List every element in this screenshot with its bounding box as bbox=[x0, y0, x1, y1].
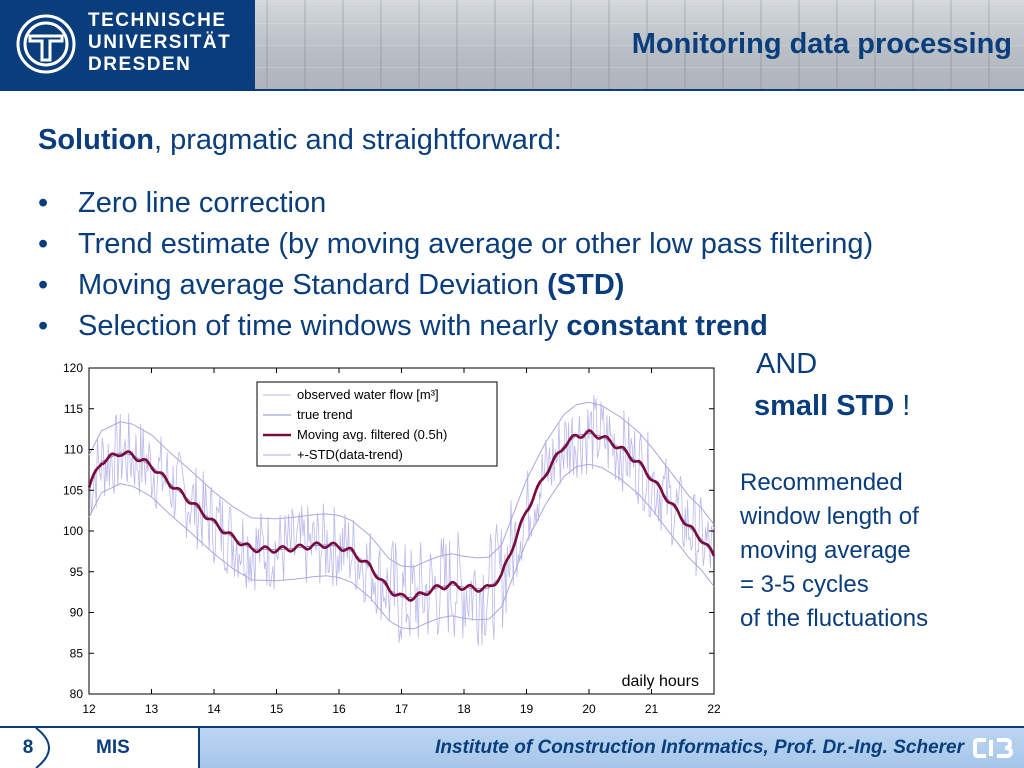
university-logo-block[interactable]: TECHNISCHE UNIVERSITÄT DRESDEN bbox=[0, 0, 255, 90]
course-label: MIS bbox=[96, 737, 130, 758]
bullet-text: Trend estimate (by moving average or oth… bbox=[78, 228, 874, 260]
bullet-symbol: • bbox=[38, 269, 49, 301]
y-tick-label: 85 bbox=[70, 646, 84, 660]
moving-average-line bbox=[87, 429, 716, 602]
footer-divider bbox=[0, 726, 1024, 728]
intro-bold: Solution bbox=[38, 124, 154, 156]
bullet-item: • Selection of time windows with nearly c… bbox=[38, 306, 873, 347]
intro-rest: , pragmatic and straightforward: bbox=[153, 124, 562, 156]
recommendation-text: Recommended window length of moving aver… bbox=[740, 466, 1010, 636]
x-tick-label: 22 bbox=[707, 702, 721, 716]
recommend-line: moving average bbox=[740, 537, 911, 564]
tu-dresden-logo-icon bbox=[16, 14, 76, 74]
logo-line-3: DRESDEN bbox=[88, 54, 192, 75]
bullet-text: Selection of time windows with nearly bbox=[78, 310, 567, 342]
bullet-item: • Moving average Standard Deviation (STD) bbox=[38, 265, 873, 306]
bullet-bold: (STD) bbox=[547, 269, 625, 301]
bullet-text: Zero line correction bbox=[78, 187, 327, 219]
x-tick-label: 15 bbox=[270, 702, 284, 716]
small-std-line: small STD ! bbox=[754, 390, 910, 423]
recommend-line: window length of bbox=[740, 503, 919, 530]
logo-line-2: UNIVERSITÄT bbox=[88, 32, 232, 53]
page-number-arc-icon bbox=[35, 728, 50, 768]
small-std-rest: ! bbox=[894, 390, 911, 422]
x-axis-label: daily hours bbox=[622, 673, 699, 690]
x-tick-label: 12 bbox=[82, 702, 96, 716]
bullet-symbol: • bbox=[38, 187, 49, 219]
y-tick-label: 100 bbox=[63, 524, 83, 538]
y-tick-label: 105 bbox=[63, 483, 83, 497]
y-tick-label: 90 bbox=[70, 606, 84, 620]
bullet-item: • Zero line correction bbox=[38, 183, 873, 224]
cib-logo-icon bbox=[973, 738, 1014, 758]
institute-name: Institute of Construction Informatics, P… bbox=[435, 737, 964, 758]
header-divider bbox=[0, 89, 1024, 91]
university-name: TECHNISCHE UNIVERSITÄT DRESDEN bbox=[88, 10, 231, 76]
water-flow-chart: 12 13 14 15 16 17 18 19 20 21 22 80 85 90 95 100 105 110 1… bbox=[63, 361, 721, 716]
recommend-line: Recommended bbox=[740, 469, 903, 496]
x-tick-label: 16 bbox=[332, 702, 346, 716]
x-tick-label: 17 bbox=[395, 702, 409, 716]
x-tick-label: 18 bbox=[457, 702, 471, 716]
x-tick-label: 19 bbox=[520, 702, 534, 716]
recommend-line: of the fluctuations bbox=[740, 605, 929, 632]
legend-box bbox=[256, 381, 498, 467]
legend-label: +-STD(data-trend) bbox=[297, 447, 403, 462]
x-tick-label: 20 bbox=[582, 702, 596, 716]
legend-label: observed water flow [m³] bbox=[297, 387, 439, 402]
bullet-item: • Trend estimate (by moving average or ot… bbox=[38, 224, 873, 265]
bullet-text: Moving average Standard Deviation bbox=[78, 269, 548, 301]
legend-label: true trend bbox=[297, 407, 353, 422]
intro-line: Solution, pragmatic and straightforward: bbox=[38, 124, 562, 157]
footer-band: Institute of Construction Informatics, P… bbox=[198, 728, 1024, 768]
bullet-symbol: • bbox=[38, 310, 49, 342]
and-text: AND bbox=[756, 348, 818, 380]
std-upper-line bbox=[88, 401, 715, 568]
bullet-list: • Zero line correction • Trend estimate (b… bbox=[38, 183, 873, 347]
x-tick-label: 13 bbox=[145, 702, 159, 716]
y-tick-label: 95 bbox=[70, 565, 84, 579]
bullet-bold: constant trend bbox=[566, 310, 768, 342]
small-std-bold: small STD bbox=[754, 390, 895, 422]
bullet-symbol: • bbox=[38, 228, 49, 260]
y-tick-label: 110 bbox=[64, 443, 83, 457]
slide-title: Monitoring data processing bbox=[631, 28, 1012, 60]
x-tick-label: 21 bbox=[645, 702, 659, 716]
std-lower-line bbox=[88, 463, 715, 630]
recommend-line: = 3-5 cycles bbox=[740, 571, 869, 598]
y-tick-label: 120 bbox=[63, 361, 83, 375]
logo-line-1: TECHNISCHE bbox=[88, 10, 227, 31]
y-tick-label: 80 bbox=[70, 687, 84, 701]
x-tick-label: 14 bbox=[207, 702, 221, 716]
observed-series-line bbox=[88, 394, 715, 646]
y-tick-label: 115 bbox=[64, 402, 83, 416]
legend-label: Moving avg. filtered (0.5h) bbox=[297, 427, 447, 442]
page-number: 8 bbox=[22, 737, 34, 758]
